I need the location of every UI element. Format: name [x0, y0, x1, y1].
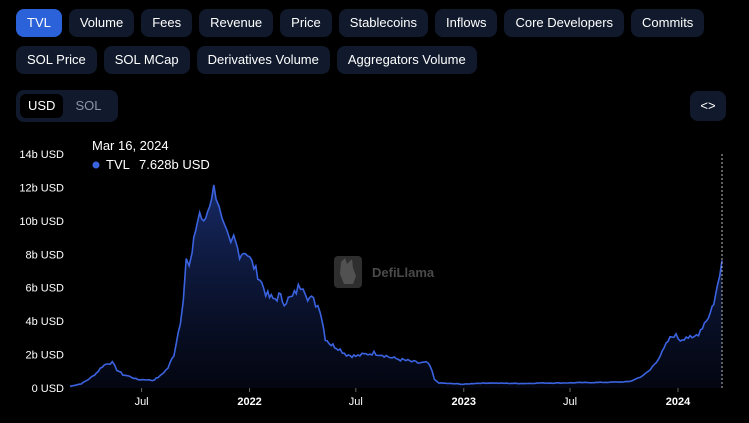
tooltip-series-dot-icon: [92, 161, 100, 169]
tooltip-series-name: TVL: [106, 157, 130, 172]
currency-toggle: USD SOL: [16, 90, 118, 122]
watermark-text: DefiLlama: [372, 265, 435, 280]
tab-row-primary: TVL Volume Fees Revenue Price Stablecoins Infl…: [16, 9, 705, 37]
y-tick-label: 12b USD: [19, 182, 64, 194]
tab-stablecoins[interactable]: Stablecoins: [338, 9, 429, 37]
x-tick-label: Jul: [349, 396, 363, 408]
tab-tvl[interactable]: TVL: [16, 9, 62, 37]
y-tick-label: 6b USD: [25, 283, 64, 295]
y-tick-label: 14b USD: [19, 149, 64, 161]
tab-aggregators-volume[interactable]: Aggregators Volume: [336, 46, 477, 74]
tooltip-value: 7.628b USD: [139, 157, 210, 172]
tab-row-secondary: SOL Price SOL MCap Derivatives Volume Aggre…: [16, 46, 477, 74]
tooltip-date: Mar 16, 2024: [92, 138, 169, 153]
tvl-series-line: [69, 184, 723, 388]
tab-volume[interactable]: Volume: [68, 9, 135, 37]
tvl-chart-panel: 0 USD 2b USD 4b USD 6b USD 8b USD 10b USD 12b …: [16, 128, 749, 418]
x-tick-label: Jul: [563, 396, 577, 408]
tab-revenue[interactable]: Revenue: [199, 9, 274, 37]
y-tick-label: 2b USD: [25, 350, 64, 362]
tab-fees[interactable]: Fees: [141, 9, 193, 37]
tab-core-developers[interactable]: Core Developers: [504, 9, 625, 37]
y-tick-label: 10b USD: [19, 216, 64, 228]
y-tick-label: 0 USD: [32, 383, 64, 395]
embed-code-button[interactable]: <>: [690, 91, 726, 121]
currency-option-usd[interactable]: USD: [20, 94, 64, 118]
tab-inflows[interactable]: Inflows: [435, 9, 498, 37]
llama-head-shape: [340, 258, 356, 284]
x-tick-label: 2023: [452, 396, 476, 408]
svg-text:TVL 7.628b USD: TVL 7.628b USD: [106, 157, 210, 172]
y-tick-label: 8b USD: [25, 249, 64, 261]
defillama-watermark: DefiLlama: [334, 256, 435, 288]
x-tick-label: Jul: [135, 396, 149, 408]
tab-derivatives-volume[interactable]: Derivatives Volume: [196, 46, 330, 74]
tab-sol-price[interactable]: SOL Price: [16, 46, 97, 74]
tvl-area-fill: [70, 185, 722, 388]
y-tick-label: 4b USD: [25, 316, 64, 328]
tvl-area-chart[interactable]: 0 USD 2b USD 4b USD 6b USD 8b USD 10b USD 12b …: [16, 128, 749, 418]
x-tick-label: 2024: [666, 396, 691, 408]
tab-sol-mcap[interactable]: SOL MCap: [103, 46, 190, 74]
tab-commits[interactable]: Commits: [631, 9, 705, 37]
x-tick-label: 2022: [237, 396, 261, 408]
tab-price[interactable]: Price: [280, 9, 332, 37]
chart-tooltip: Mar 16, 2024 TVL 7.628b USD: [92, 138, 210, 172]
currency-option-sol[interactable]: SOL: [75, 98, 102, 113]
